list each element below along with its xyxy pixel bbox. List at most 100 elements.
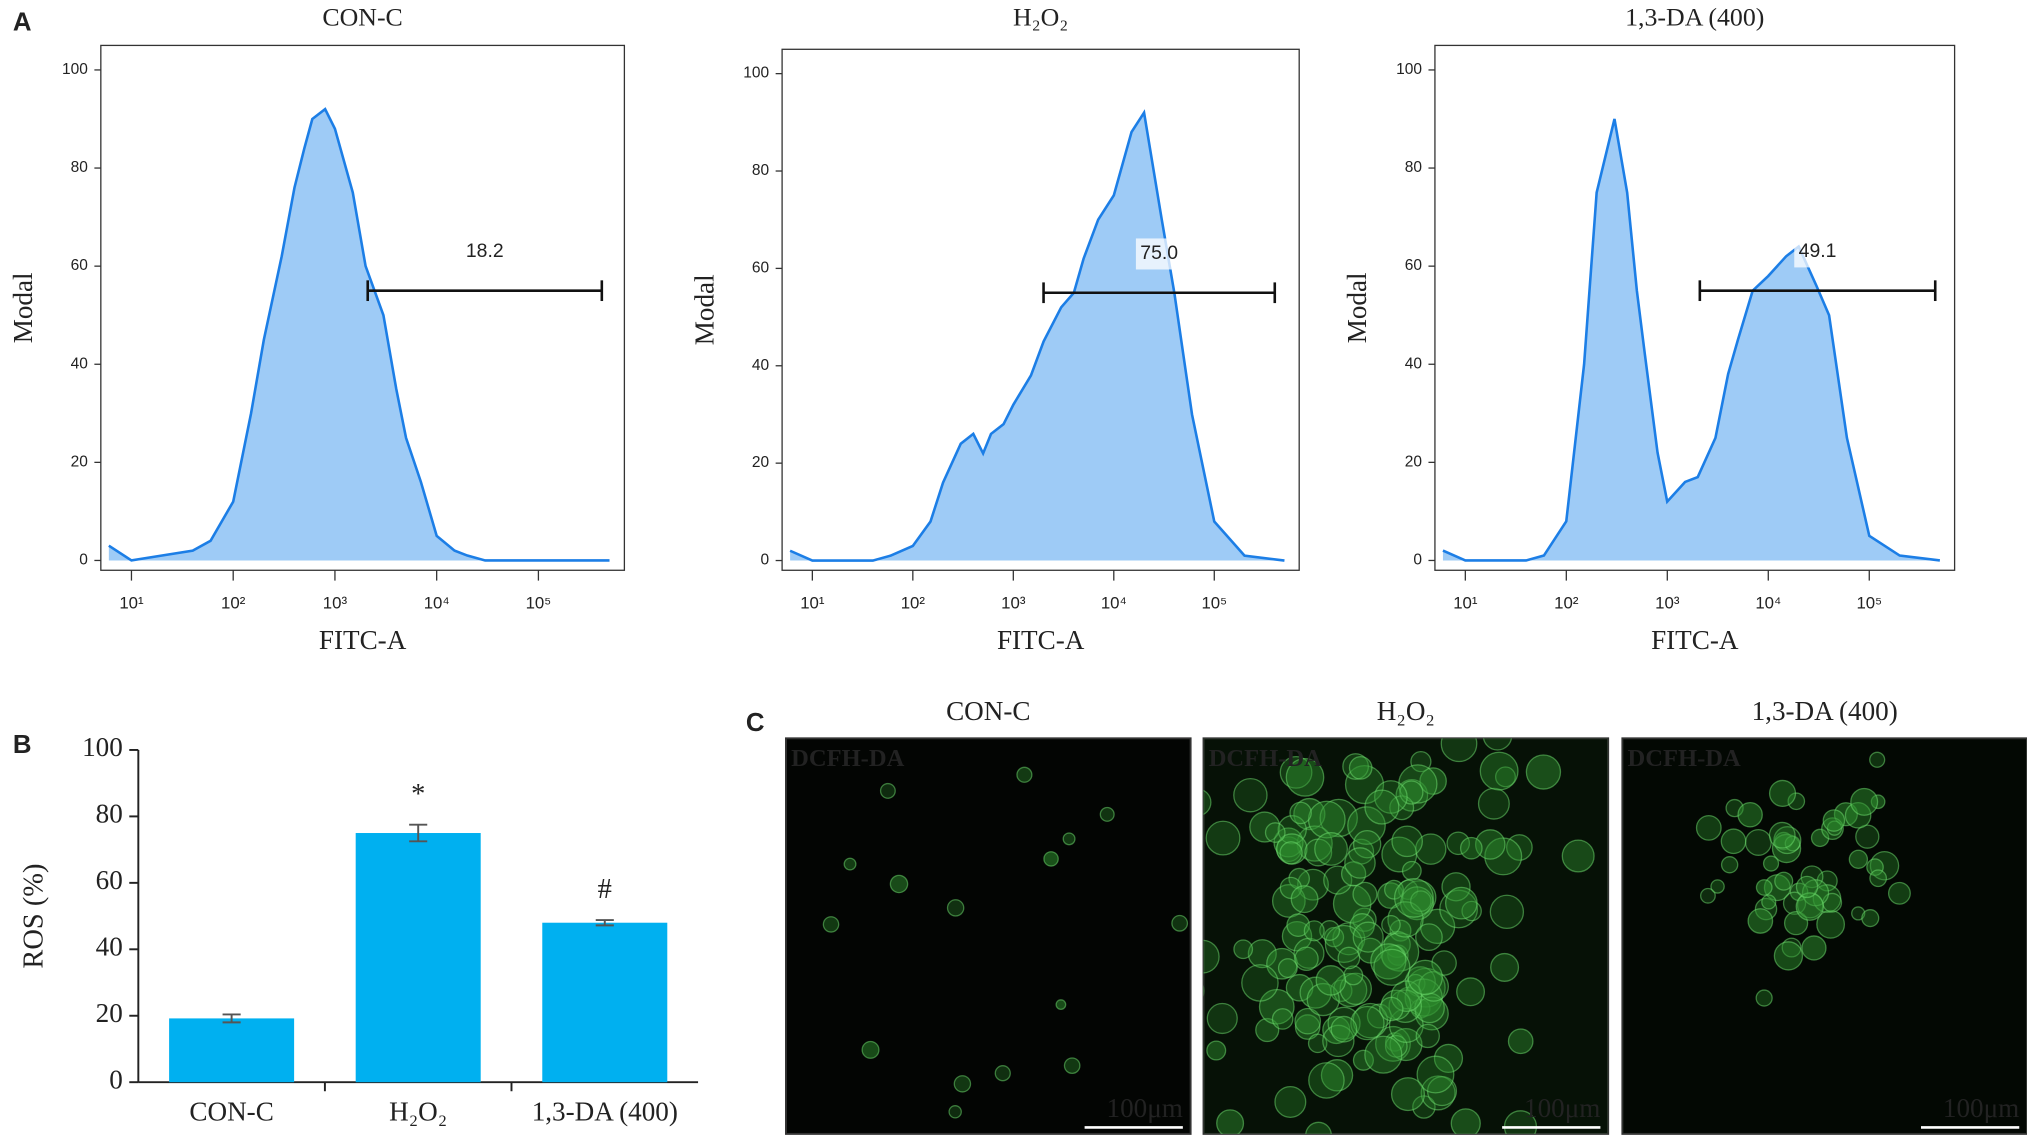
cell [1288, 867, 1310, 890]
cell [1279, 755, 1313, 789]
cell [1399, 886, 1435, 921]
cell [1330, 1015, 1358, 1043]
cell [1561, 839, 1595, 873]
y-tick-label: 80 [752, 162, 770, 179]
y-tick-label: 100 [82, 732, 123, 762]
y-tick-label: 60 [752, 259, 770, 276]
gate-label-bg [1794, 236, 1841, 268]
y-tick-label: 40 [1405, 355, 1423, 372]
y-tick-label: 20 [752, 454, 770, 471]
cell [1440, 738, 1478, 763]
y-tick-label: 100 [743, 65, 769, 82]
y-axis-label: Modal [1342, 272, 1372, 343]
image-title: 1,3-DA (400) [1752, 696, 1898, 726]
cell [1737, 801, 1763, 828]
cell [946, 899, 965, 917]
cell [1761, 894, 1777, 910]
y-tick-label: 40 [71, 355, 89, 372]
x-tick-label: 10⁵ [526, 593, 552, 612]
cell [1773, 826, 1802, 855]
cell [1055, 999, 1067, 1011]
x-tick-label: 10³ [323, 593, 348, 612]
significance-mark: # [598, 874, 612, 905]
panel-label: C [746, 709, 765, 737]
cell [1306, 982, 1340, 1017]
x-axis-label: FITC-A [319, 625, 407, 655]
cell [1352, 881, 1378, 907]
cell [1398, 764, 1438, 804]
x-tick-label: CON-C [189, 1097, 273, 1127]
cell [1391, 825, 1424, 858]
cell [861, 1040, 880, 1059]
cell [1296, 868, 1329, 901]
plot-frame [1434, 44, 1956, 571]
cells [1622, 738, 2027, 1134]
cell [879, 782, 896, 799]
plot-frame [100, 44, 626, 571]
histogram-line [108, 107, 610, 562]
chart-title: H₂O₂ [1013, 3, 1068, 32]
cell [1303, 920, 1325, 942]
cell [1399, 780, 1424, 805]
cell [1285, 758, 1325, 797]
cell [1062, 832, 1076, 846]
cell [1349, 913, 1375, 939]
histogram-line [1442, 118, 1941, 562]
cell [1390, 1077, 1426, 1112]
cell [1720, 856, 1739, 874]
bar [542, 922, 668, 1083]
histogram-area [108, 109, 610, 561]
significance-mark: * [411, 779, 425, 810]
x-tick-label: 10⁴ [1755, 593, 1781, 612]
cell [1781, 937, 1802, 958]
x-axis-label: FITC-A [997, 625, 1085, 655]
panel-label: A [13, 8, 32, 36]
cell [1747, 908, 1774, 934]
x-tick-label: 1,3-DA (400) [532, 1097, 678, 1127]
cell [1389, 795, 1415, 821]
cell [1444, 886, 1478, 920]
cell [953, 1075, 972, 1093]
cell [1364, 1035, 1403, 1074]
cell [948, 1105, 962, 1119]
y-tick-label: 80 [96, 799, 123, 829]
x-tick-label: H₂O₂ [389, 1097, 447, 1127]
stain-label: DCFH-DA [1209, 745, 1322, 772]
cell [1795, 875, 1819, 899]
y-tick-label: 0 [79, 552, 88, 569]
cell [1342, 753, 1370, 780]
cell [1773, 941, 1804, 971]
cell [1314, 832, 1349, 866]
cell [1525, 754, 1562, 790]
cell [1340, 861, 1367, 887]
cell [1700, 887, 1716, 904]
cell [1446, 831, 1471, 856]
cell [1307, 1033, 1328, 1054]
cell [1043, 851, 1059, 867]
cell [1795, 892, 1824, 921]
cell [1203, 789, 1212, 815]
panel-label: B [13, 731, 32, 759]
y-tick-label: 20 [71, 453, 89, 470]
cell [1755, 989, 1773, 1007]
y-axis-label: ROS (%) [19, 864, 50, 969]
chart-title: CON-C [322, 3, 402, 32]
cell [1373, 948, 1411, 986]
cell [1289, 801, 1312, 825]
x-tick-label: 10² [221, 593, 246, 612]
cell [1416, 1055, 1455, 1094]
cell [1323, 865, 1353, 895]
cells [1203, 738, 1609, 1134]
cell [1390, 980, 1423, 1012]
y-tick-label: 60 [96, 865, 123, 895]
cell [1308, 1062, 1345, 1099]
cell [1801, 935, 1827, 961]
cell [1348, 755, 1373, 780]
gate-label-bg [1135, 238, 1183, 270]
cell [1319, 920, 1341, 941]
x-tick-label: 10⁵ [1201, 593, 1227, 612]
cell [1861, 909, 1880, 928]
y-tick-label: 60 [1405, 257, 1423, 274]
cell [1869, 850, 1900, 881]
cell [1387, 901, 1424, 938]
